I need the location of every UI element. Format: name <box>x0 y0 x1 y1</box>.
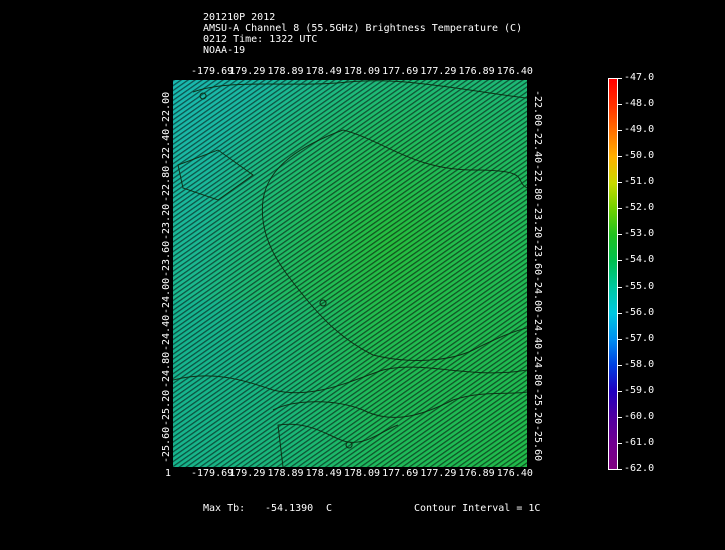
max-tb-value: -54.1390 <box>265 503 314 514</box>
bottom-lon-tick: 178.89 <box>267 468 304 479</box>
colorbar-tick <box>618 286 622 288</box>
bottom-lon-tick: 178.09 <box>343 468 380 479</box>
colorbar-label: -54.0 <box>624 254 655 266</box>
colorbar-label: -55.0 <box>624 280 655 292</box>
top-lon-tick: -179.69 <box>191 66 234 77</box>
right-lat-tick: -22.80 <box>532 164 543 201</box>
colorbar-label: -49.0 <box>624 124 655 136</box>
right-lat-tick: -25.20 <box>532 387 543 424</box>
right-lat-tick: -22.40 <box>532 127 543 164</box>
left-lat-tick: -24.00 <box>161 277 172 314</box>
colorbar-label: -53.0 <box>624 228 655 240</box>
contour-interval: Contour Interval = 1C <box>414 503 541 514</box>
colorbar-tick <box>618 182 622 184</box>
title-block: 201210P 2012 AMSU-A Channel 8 (55.5GHz) … <box>203 12 522 56</box>
bottom-lon-tick: 178.49 <box>305 468 342 479</box>
colorbar-label: -60.0 <box>624 410 655 422</box>
colorbar-tick <box>618 208 622 210</box>
colorbar-label: -57.0 <box>624 332 655 344</box>
right-lat-tick: -23.60 <box>532 238 543 275</box>
left-lat-tick: -23.20 <box>161 203 172 240</box>
left-lat-tick: -22.80 <box>161 166 172 203</box>
colorbar-tick <box>618 130 622 132</box>
colorbar-label: -59.0 <box>624 384 655 396</box>
colorbar-tick <box>618 104 622 106</box>
colorbar-label: -48.0 <box>624 98 655 110</box>
left-lat-tick: -22.00 <box>161 91 172 128</box>
brightness-temperature-map <box>173 80 527 467</box>
colorbar-tick <box>618 260 622 262</box>
colorbar-tick <box>618 78 622 79</box>
title-line-3: 0212 Time: 1322 UTC <box>203 34 318 45</box>
colorbar-tick <box>618 338 622 340</box>
top-lon-tick: 177.29 <box>420 66 457 77</box>
left-lat-tick: -24.80 <box>161 352 172 389</box>
colorbar-tick <box>618 442 622 444</box>
top-lon-tick: 178.09 <box>343 66 380 77</box>
top-lon-tick: 176.89 <box>458 66 495 77</box>
colorbar-label: -62.0 <box>624 463 655 474</box>
colorbar-label: -51.0 <box>624 176 655 188</box>
max-tb-unit: C <box>326 503 333 514</box>
right-lat-tick: -24.40 <box>532 313 543 350</box>
corner-label: 1 <box>165 468 172 479</box>
bottom-lon-tick: 177.69 <box>382 468 419 479</box>
left-lat-tick: -25.20 <box>161 389 172 426</box>
left-lat-tick: -24.40 <box>161 315 172 352</box>
colorbar <box>608 78 618 470</box>
top-lon-tick: 177.69 <box>382 66 419 77</box>
colorbar-label: -50.0 <box>624 150 655 162</box>
colorbar-tick <box>618 390 622 392</box>
left-lat-tick: -23.60 <box>161 240 172 277</box>
max-tb-label: Max Tb: <box>203 503 246 514</box>
colorbar-label: -58.0 <box>624 358 655 370</box>
top-lon-tick: 178.89 <box>267 66 304 77</box>
colorbar-tick <box>618 234 622 236</box>
colorbar-tick <box>618 312 622 314</box>
colorbar-label: -47.0 <box>624 72 655 83</box>
bottom-lon-tick: 179.29 <box>229 468 266 479</box>
colorbar-tick <box>618 416 622 418</box>
right-lat-tick: -24.00 <box>532 276 543 313</box>
bottom-lon-tick: 176.89 <box>458 468 495 479</box>
colorbar-tick <box>618 469 622 470</box>
top-lon-tick: 178.49 <box>305 66 342 77</box>
top-lon-tick: 179.29 <box>229 66 266 77</box>
title-line-2: AMSU-A Channel 8 (55.5GHz) Brightness Te… <box>203 23 523 34</box>
right-lat-tick: -25.60 <box>532 424 543 461</box>
bottom-lon-tick: 176.40 <box>496 468 533 479</box>
right-lat-tick: -24.80 <box>532 350 543 387</box>
left-lat-tick: -22.40 <box>161 129 172 166</box>
colorbar-tick <box>618 156 622 158</box>
footer: Max Tb: <box>203 503 245 514</box>
colorbar-label: -52.0 <box>624 202 655 214</box>
top-lon-tick: 176.40 <box>496 66 533 77</box>
colorbar-label: -61.0 <box>624 436 655 448</box>
title-line-1: 201210P 2012 <box>203 12 276 23</box>
colorbar-tick <box>618 364 622 366</box>
title-line-4: NOAA-19 <box>203 45 246 56</box>
bottom-lon-tick: -179.69 <box>191 468 234 479</box>
colorbar-label: -56.0 <box>624 306 655 318</box>
right-lat-tick: -22.00 <box>532 90 543 127</box>
right-lat-tick: -23.20 <box>532 201 543 238</box>
left-lat-tick: -25.60 <box>161 426 172 463</box>
bottom-lon-tick: 177.29 <box>420 468 457 479</box>
